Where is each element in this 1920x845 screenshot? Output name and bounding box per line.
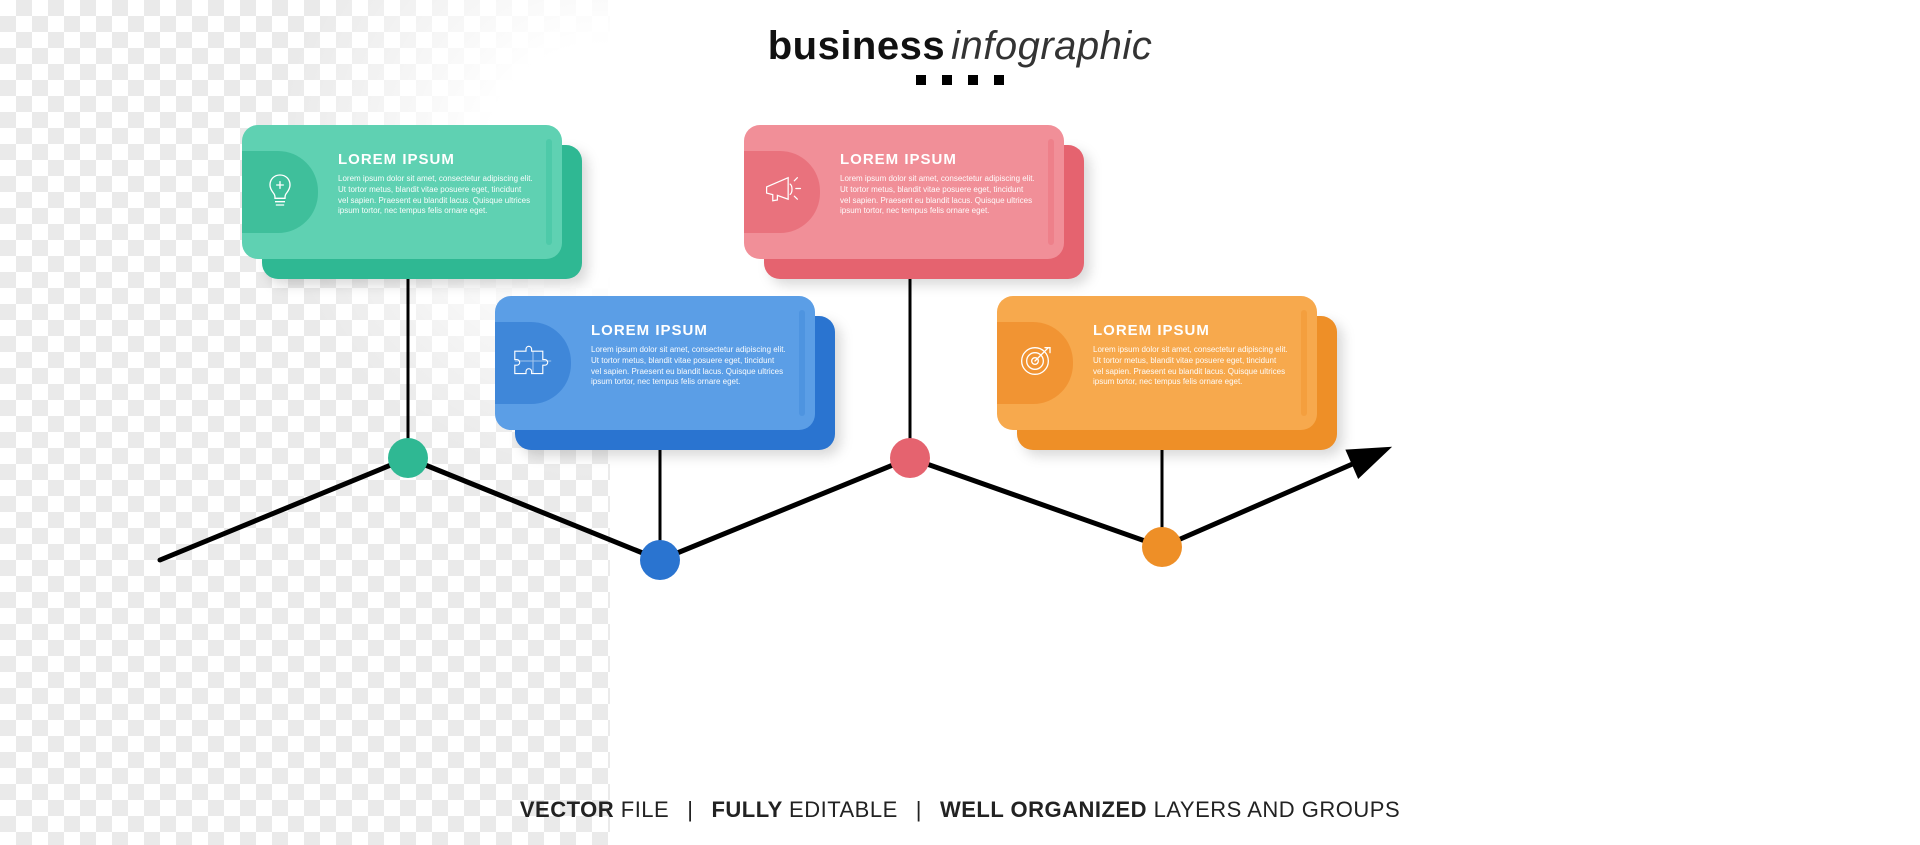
card-accent-bar [546,139,552,245]
card-heading: LOREM IPSUM [338,151,542,168]
title-italic: infographic [951,24,1152,68]
card-accent-bar [1301,310,1307,416]
card-4: LOREM IPSUM Lorem ipsum dolor sit amet, … [997,296,1317,430]
card-icon-wrap [495,322,571,404]
card-3: LOREM IPSUM Lorem ipsum dolor sit amet, … [744,125,1064,259]
card-accent-bar [799,310,805,416]
card-heading: LOREM IPSUM [591,322,795,339]
footer-separator: | [687,797,693,822]
target-icon [1015,341,1055,386]
card-body: Lorem ipsum dolor sit amet, consectetur … [591,345,786,388]
card-body: Lorem ipsum dolor sit amet, consectetur … [1093,345,1288,388]
footer-separator: | [916,797,922,822]
card-2: LOREM IPSUM Lorem ipsum dolor sit amet, … [495,296,815,430]
stage: businessinfographic LOREM IPSUM Lorem ip… [0,0,1920,845]
card-icon-wrap [997,322,1073,404]
footer-strong: WELL ORGANIZED [940,797,1154,822]
card-heading: LOREM IPSUM [1093,322,1297,339]
footer: VECTOR FILE | FULLY EDITABLE | WELL ORGANIZE… [0,797,1920,823]
lightbulb-icon [260,170,300,215]
card-body: Lorem ipsum dolor sit amet, consectetur … [338,174,533,217]
footer-light: EDITABLE [789,797,898,822]
card-icon-wrap [744,151,820,233]
card-accent-bar [1048,139,1054,245]
puzzle-icon [512,344,554,383]
footer-strong: VECTOR [520,797,621,822]
card-icon-wrap [242,151,318,233]
card-body: Lorem ipsum dolor sit amet, consectetur … [840,174,1035,217]
footer-strong: FULLY [711,797,789,822]
footer-light: LAYERS AND GROUPS [1154,797,1401,822]
page-title: businessinfographic [0,24,1920,69]
footer-light: FILE [621,797,669,822]
card-heading: LOREM IPSUM [840,151,1044,168]
megaphone-icon [762,172,802,213]
card-1: LOREM IPSUM Lorem ipsum dolor sit amet, … [242,125,562,259]
title-bold: business [768,24,945,68]
title-dot-row [0,72,1920,90]
